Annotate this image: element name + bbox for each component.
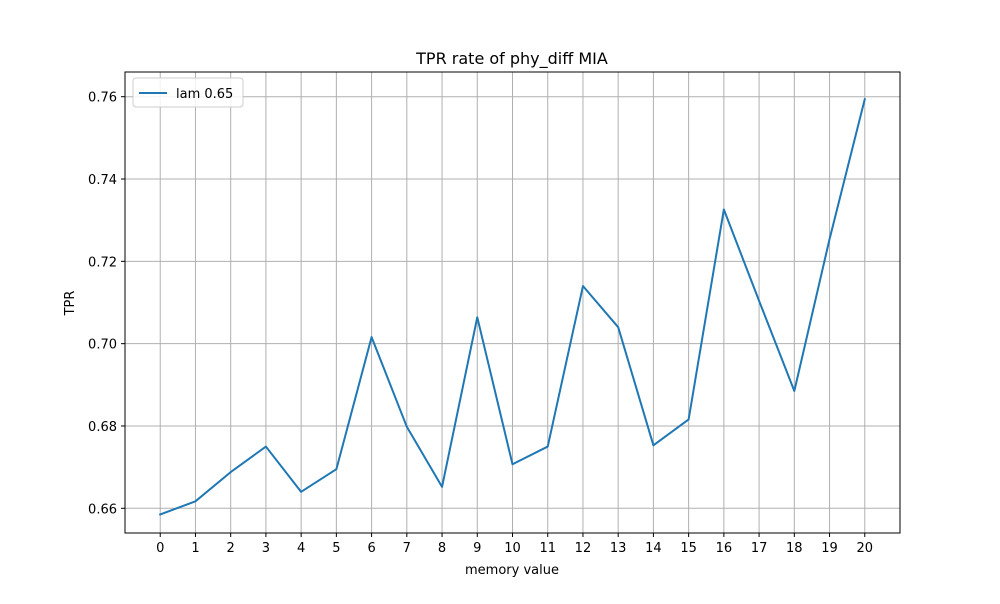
y-tick-label: 0.76 bbox=[88, 91, 117, 106]
y-tick-label: 0.70 bbox=[88, 338, 117, 353]
x-tick-label: 3 bbox=[262, 541, 270, 556]
x-tick-label: 5 bbox=[332, 541, 340, 556]
x-tick-label: 7 bbox=[403, 541, 411, 556]
series-line bbox=[158, 97, 866, 516]
x-tick-label: 17 bbox=[751, 541, 768, 556]
y-axis-label: TPR bbox=[63, 291, 78, 317]
x-tick-label: 18 bbox=[786, 541, 803, 556]
x-tick-label: 9 bbox=[473, 541, 481, 556]
x-tick-label: 12 bbox=[575, 541, 592, 556]
chart-title: TPR rate of phy_diff MIA bbox=[415, 49, 608, 69]
y-tick-label: 0.68 bbox=[88, 420, 117, 435]
y-tick-label: 0.74 bbox=[88, 173, 117, 188]
x-tick-label: 2 bbox=[227, 541, 235, 556]
x-tick-label: 10 bbox=[504, 541, 521, 556]
x-tick-label: 20 bbox=[856, 541, 873, 556]
x-tick-label: 0 bbox=[156, 541, 164, 556]
legend-box bbox=[132, 77, 244, 108]
x-tick-label: 11 bbox=[539, 541, 556, 556]
y-tick-label: 0.66 bbox=[88, 502, 117, 517]
axis-ticks: 0 1 2 3 4 5 6 7 8 9 10 11 12 13 14 15 16 17 18 19 200.660.68… bbox=[88, 91, 873, 556]
legend-label: lam 0.65 bbox=[176, 87, 233, 102]
x-axis-label: memory value bbox=[465, 563, 559, 578]
x-tick-label: 14 bbox=[645, 541, 662, 556]
x-tick-label: 4 bbox=[297, 541, 305, 556]
x-tick-label: 8 bbox=[438, 541, 446, 556]
x-tick-label: 13 bbox=[610, 541, 627, 556]
x-tick-label: 16 bbox=[716, 541, 733, 556]
y-tick-label: 0.72 bbox=[88, 255, 117, 270]
legend: lam 0.65 bbox=[132, 77, 244, 108]
x-tick-label: 19 bbox=[821, 541, 838, 556]
x-tick-label: 6 bbox=[367, 541, 375, 556]
x-tick-label: 1 bbox=[191, 541, 199, 556]
x-tick-label: 15 bbox=[680, 541, 697, 556]
